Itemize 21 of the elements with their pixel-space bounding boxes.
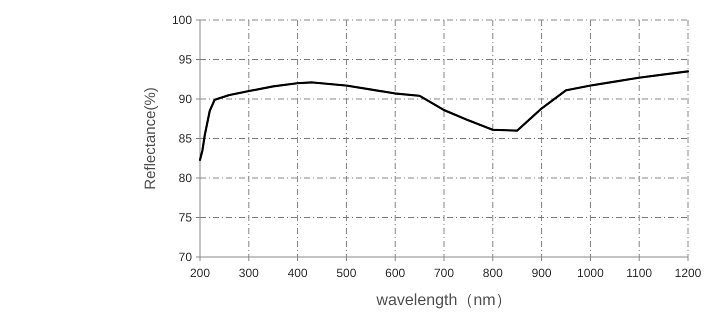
x-tick-label: 400 <box>288 266 308 280</box>
x-tick-label: 200 <box>190 266 210 280</box>
x-tick-label: 600 <box>385 266 406 280</box>
y-tick-label: 95 <box>178 52 192 66</box>
y-tick-label: 80 <box>178 171 192 185</box>
x-tick-label: 500 <box>336 266 357 280</box>
y-tick-label: 100 <box>172 13 192 27</box>
y-tick-label: 75 <box>178 210 192 224</box>
y-tick-label: 90 <box>178 92 192 106</box>
y-tick-label: 85 <box>178 132 192 146</box>
x-axis-title: wavelength（nm） <box>375 292 512 309</box>
line-series <box>198 70 690 161</box>
x-tick-label: 900 <box>532 266 552 280</box>
y-tick-label: 70 <box>178 250 192 264</box>
x-tick-label: 800 <box>482 266 504 280</box>
y-axis-title: Reflectance(%) <box>142 87 159 190</box>
x-tick-label: 700 <box>434 266 454 280</box>
x-tick-label: 1000 <box>577 266 604 280</box>
x-tick-label: 1200 <box>674 266 702 280</box>
x-tick-label: 1100 <box>626 266 652 280</box>
x-tick-label: 300 <box>238 266 260 280</box>
